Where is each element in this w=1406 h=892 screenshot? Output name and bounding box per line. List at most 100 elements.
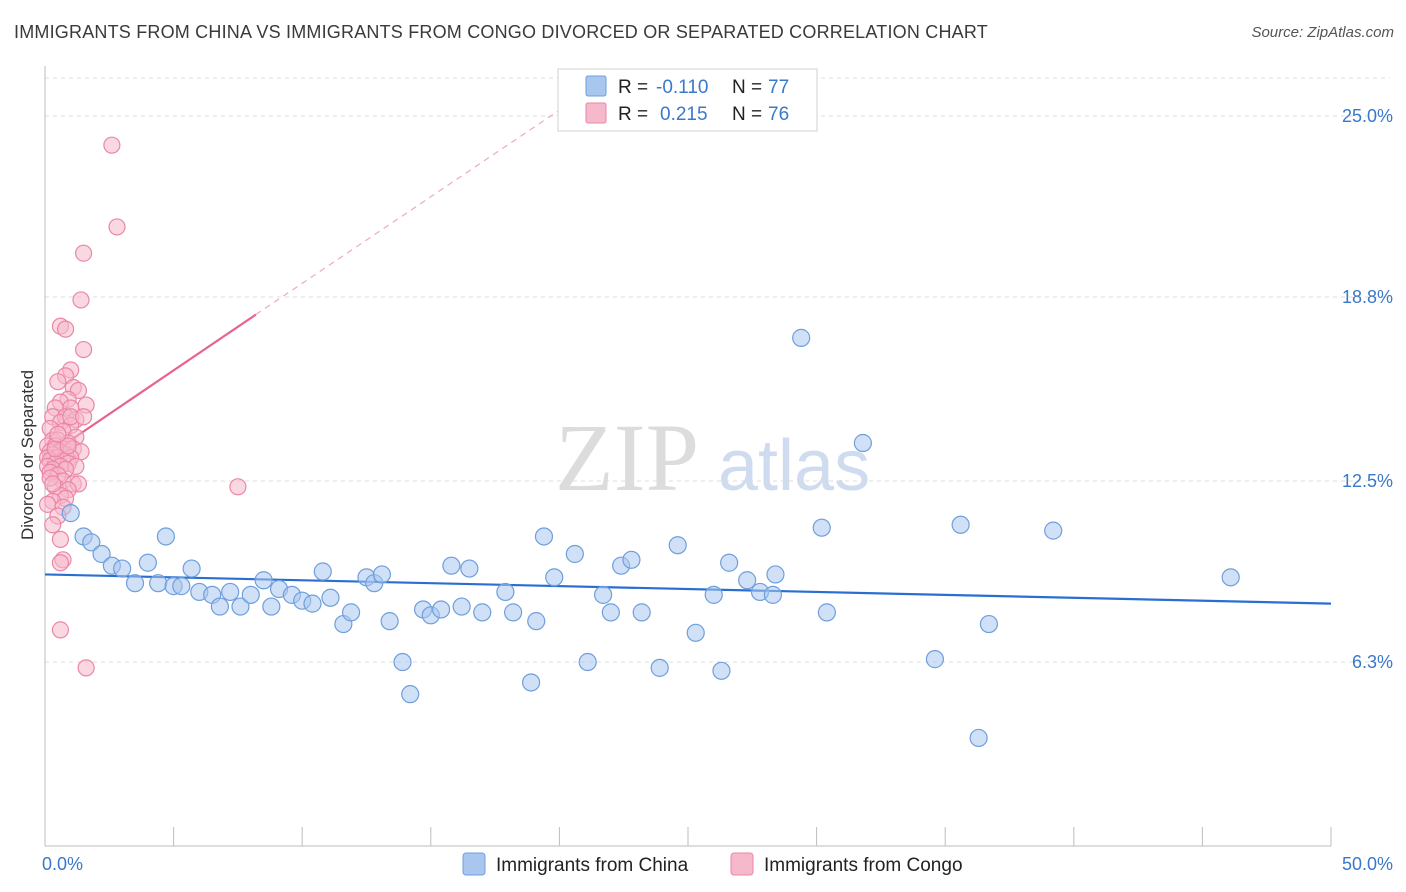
china-point [431,600,451,619]
bottom-legend-congo-swatch [730,852,754,876]
china-point [341,603,361,622]
china-point [504,603,523,622]
china-point [812,518,831,537]
china-point [969,728,988,748]
china-point [622,550,641,569]
china-point [156,527,175,546]
watermark: ZIP atlas [555,404,870,511]
china-point [668,536,687,555]
bottom-legend-congo-label: Immigrants from Congo [764,855,963,876]
congo-point [108,218,126,236]
trend-lines [44,109,1332,605]
congo-point [103,136,121,154]
china-point [182,559,201,578]
china-point [254,571,273,590]
china-point [82,533,101,552]
china-point [61,504,80,523]
congo-point [72,291,90,309]
top-legend: R = -0.110 N = 77 R = 0.215 N = 76 [557,68,818,132]
china-point [262,597,281,616]
y-tick-label: 18.8% [1342,287,1393,307]
y-tick-label: 6.3% [1352,652,1393,672]
legend-congo-r-label: R = [618,104,648,125]
china-point [565,544,584,564]
legend-congo-n-value: 76 [768,104,789,125]
y-axis-label: Divorced or Separated [18,370,37,540]
china-point [221,582,240,602]
china-point [712,661,731,680]
congo-points [38,136,247,677]
china-point [738,571,757,590]
x-tick-label-min: 0.0% [42,854,83,874]
congo-point [74,340,93,359]
congo-point [77,659,95,677]
congo-trend-extension [255,109,560,316]
y-tick-label: 12.5% [1342,471,1393,491]
watermark-atlas: atlas [718,426,870,506]
china-point [496,582,515,602]
china-point [951,515,970,534]
congo-point [51,621,70,639]
china-point [578,652,597,672]
x-tick-labels: 0.0% 50.0% [42,854,1393,874]
bottom-legend: Immigrants from China Immigrants from Co… [462,852,963,876]
china-point [303,594,322,613]
china-point [313,562,332,581]
china-point [401,685,420,704]
china-point [545,568,564,587]
congo-point [56,320,75,338]
legend-congo-r-value: 0.215 [660,104,708,125]
china-point [527,612,546,631]
legend-congo-swatch [585,102,607,124]
china-point [138,553,157,572]
china-point [393,652,412,672]
china-point [720,553,739,572]
china-point [125,574,145,593]
china-point [113,559,132,578]
legend-china-r-value: -0.110 [656,77,708,98]
china-point [149,574,168,593]
congo-point [74,408,93,426]
china-point [321,588,340,607]
china-point [372,565,392,584]
bottom-legend-china-swatch [462,852,486,876]
china-point [650,658,669,677]
china-point [1221,568,1240,587]
legend-china-r-label: R = [618,77,648,98]
congo-point [51,530,70,548]
china-points [61,328,1240,748]
bottom-legend-china-label: Immigrants from China [496,855,689,876]
china-point [210,597,229,616]
source-credit: Source: ZipAtlas.com [1251,24,1394,41]
congo-point [59,437,77,455]
china-point [452,597,471,616]
legend-china-swatch [585,75,607,97]
china-point [522,673,541,692]
china-point [686,623,705,642]
china-point [766,565,785,584]
x-tick-label-max: 50.0% [1342,854,1393,874]
china-point [92,544,111,564]
congo-point [51,554,70,572]
grid-lines [45,77,1390,663]
chart-title: IMMIGRANTS FROM CHINA VS IMMIGRANTS FROM… [14,22,988,42]
china-point [979,614,999,634]
congo-point [44,475,62,493]
legend-china-n-label: N = [732,77,762,98]
china-point [704,585,723,604]
congo-point [74,244,93,262]
congo-point [49,425,67,443]
watermark-zip: ZIP [555,404,699,511]
y-tick-labels: 6.3% 12.5% 18.8% 25.0% [1342,106,1393,672]
congo-point [44,516,62,534]
legend-china-n-value: 77 [768,77,789,98]
china-point [594,585,613,604]
china-point [763,585,782,604]
china-point [442,556,461,575]
china-point [241,585,260,604]
china-point [460,559,479,578]
y-tick-label: 25.0% [1342,106,1393,126]
china-point [632,603,651,622]
china-point [925,650,945,669]
